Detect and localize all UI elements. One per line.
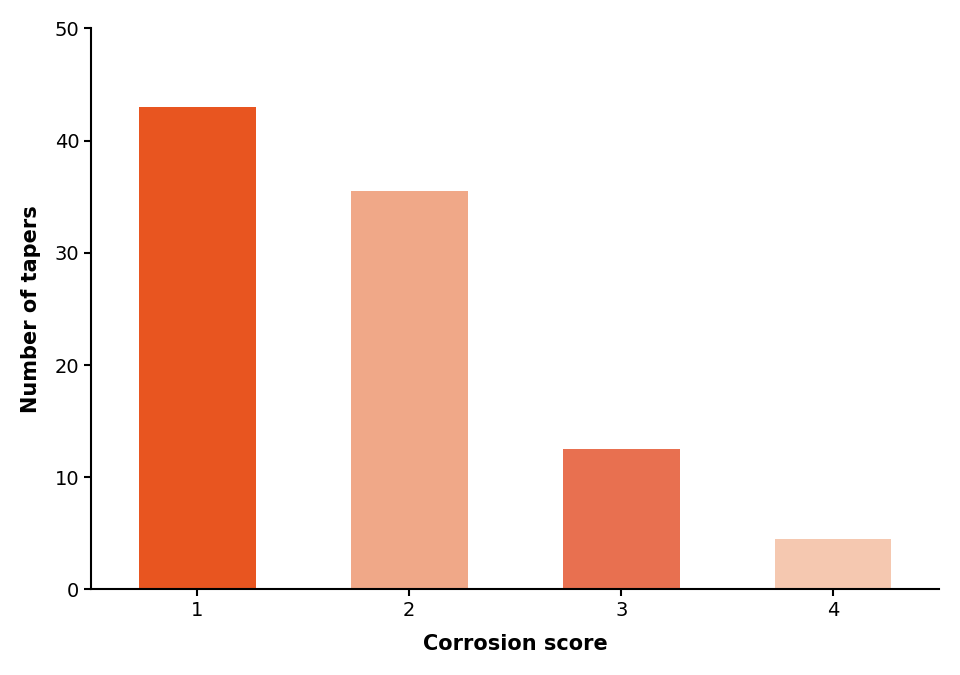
Bar — [351, 191, 468, 589]
Y-axis label: Number of tapers: Number of tapers — [21, 205, 41, 413]
Bar — [139, 107, 255, 589]
X-axis label: Corrosion score: Corrosion score — [422, 634, 608, 654]
Bar — [775, 539, 892, 589]
Bar — [563, 449, 680, 589]
